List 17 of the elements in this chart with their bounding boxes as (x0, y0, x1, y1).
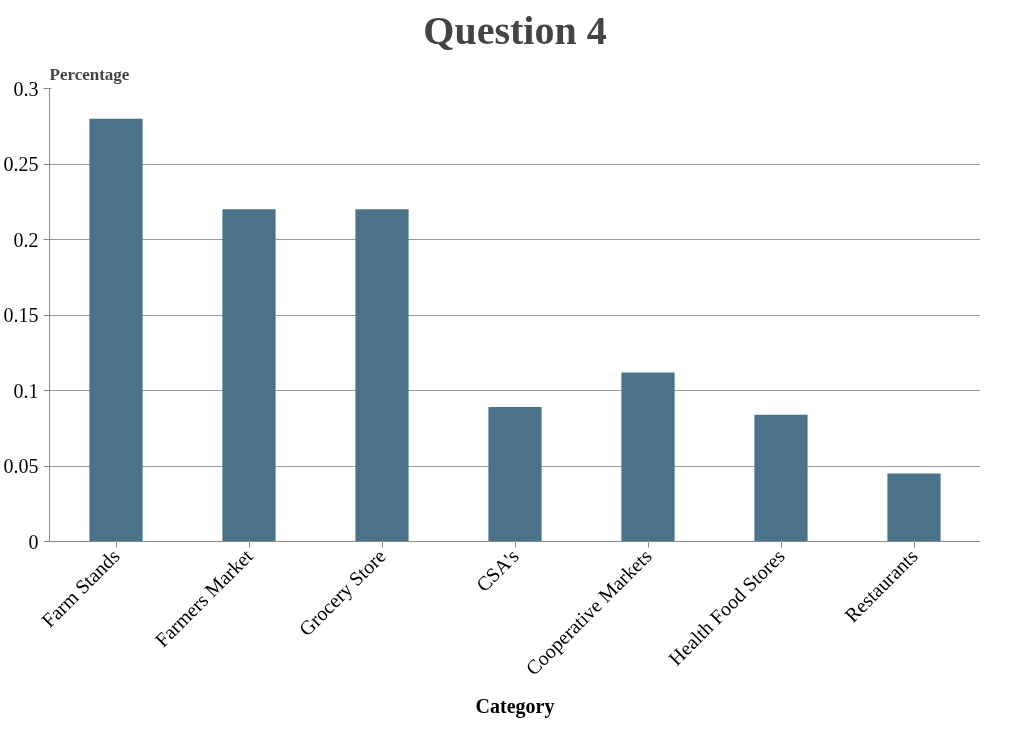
y-tick-label: 0.2 (13, 228, 39, 251)
bar (89, 118, 143, 542)
bar (887, 473, 941, 542)
y-tick-label: 0.1 (13, 379, 39, 402)
y-tick-label: 0.05 (3, 455, 39, 477)
x-axis-title: Category (475, 695, 555, 719)
y-tick-label: 0.25 (3, 153, 39, 175)
y-tick-label: 0 (28, 530, 39, 553)
bar (488, 407, 542, 542)
bar (222, 209, 276, 542)
chart-title: Question 4 (423, 7, 607, 53)
bar (754, 414, 808, 542)
y-tick-label: 0.3 (13, 77, 39, 100)
bar (355, 209, 409, 542)
y-tick-label: 0.15 (3, 304, 39, 326)
y-axis-title: Percentage (49, 64, 130, 84)
bar (621, 372, 675, 542)
